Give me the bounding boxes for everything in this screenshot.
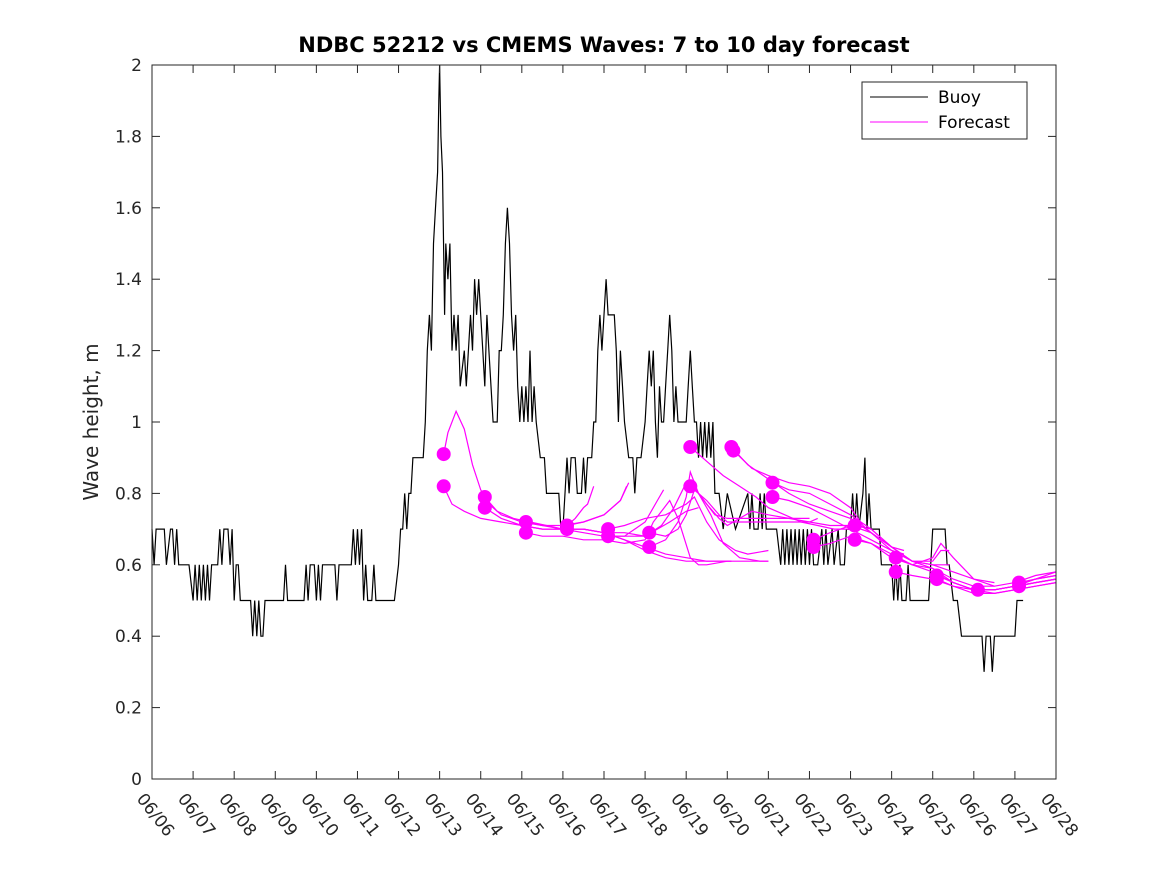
- forecast-start-marker: [765, 490, 780, 504]
- forecast-start-marker: [436, 447, 451, 462]
- forecast-start-marker: [888, 550, 903, 565]
- forecast-line: [772, 496, 950, 562]
- y-tick-label: 0.2: [115, 699, 142, 719]
- y-axis-label: Wave height, m: [79, 343, 103, 500]
- y-axis-ticks: 0 0.2 0.4 0.6 0.8 1 1.2 1.4 1.6 1.8 2: [115, 56, 1056, 790]
- y-tick-label: 0: [131, 770, 142, 790]
- forecast-start-marker: [683, 440, 698, 454]
- legend-forecast-label: Forecast: [938, 113, 1010, 133]
- y-tick-label: 0.8: [115, 484, 142, 504]
- forecast-start-marker: [683, 479, 698, 494]
- y-tick-label: 1.8: [115, 127, 142, 147]
- forecast-start-marker: [601, 529, 616, 544]
- forecast-start-marker: [642, 540, 657, 554]
- legend-buoy-label: Buoy: [938, 88, 981, 108]
- forecast-line: [607, 496, 769, 555]
- forecast-line: [732, 450, 905, 555]
- forecast-start-marker: [888, 564, 903, 579]
- legend: Buoy Forecast: [861, 81, 1028, 140]
- forecast-start-marker: [518, 525, 533, 540]
- forecast-line: [649, 488, 818, 537]
- buoy-series: [151, 64, 1024, 672]
- forecast-start-marker: [1012, 579, 1026, 594]
- forecast-start-marker: [436, 479, 451, 494]
- forecast-start-marker: [929, 572, 944, 587]
- forecast-start-marker: [726, 443, 741, 458]
- y-tick-label: 1.6: [115, 199, 142, 219]
- forecast-line: [566, 486, 628, 527]
- forecast-start-marker: [970, 582, 985, 597]
- buoy-line: [151, 64, 1024, 672]
- forecast-start-marker: [477, 500, 492, 515]
- plot-area: [152, 65, 1056, 779]
- forecast-line: [689, 485, 859, 527]
- forecast-line: [484, 489, 665, 537]
- forecast-start-marker: [806, 540, 821, 554]
- forecast-start-marker: [765, 475, 780, 490]
- forecast-start-marker: [560, 522, 574, 537]
- forecast-line: [689, 446, 860, 530]
- y-tick-label: 0.6: [115, 556, 142, 576]
- forecast-start-marker: [847, 518, 862, 533]
- y-tick-label: 1: [131, 413, 142, 433]
- legend-box: [861, 81, 1028, 140]
- forecast-start-marker: [847, 532, 862, 547]
- y-tick-label: 1.2: [115, 342, 142, 362]
- forecast-start-marker: [642, 525, 657, 540]
- y-tick-label: 0.4: [115, 627, 142, 647]
- forecast-start-markers: [436, 440, 1026, 597]
- chart-title: NDBC 52212 vs CMEMS Waves: 7 to 10 day f…: [298, 33, 909, 57]
- y-tick-label: 1.4: [115, 270, 142, 290]
- y-tick-label: 2: [131, 56, 142, 76]
- forecast-line: [936, 578, 1057, 595]
